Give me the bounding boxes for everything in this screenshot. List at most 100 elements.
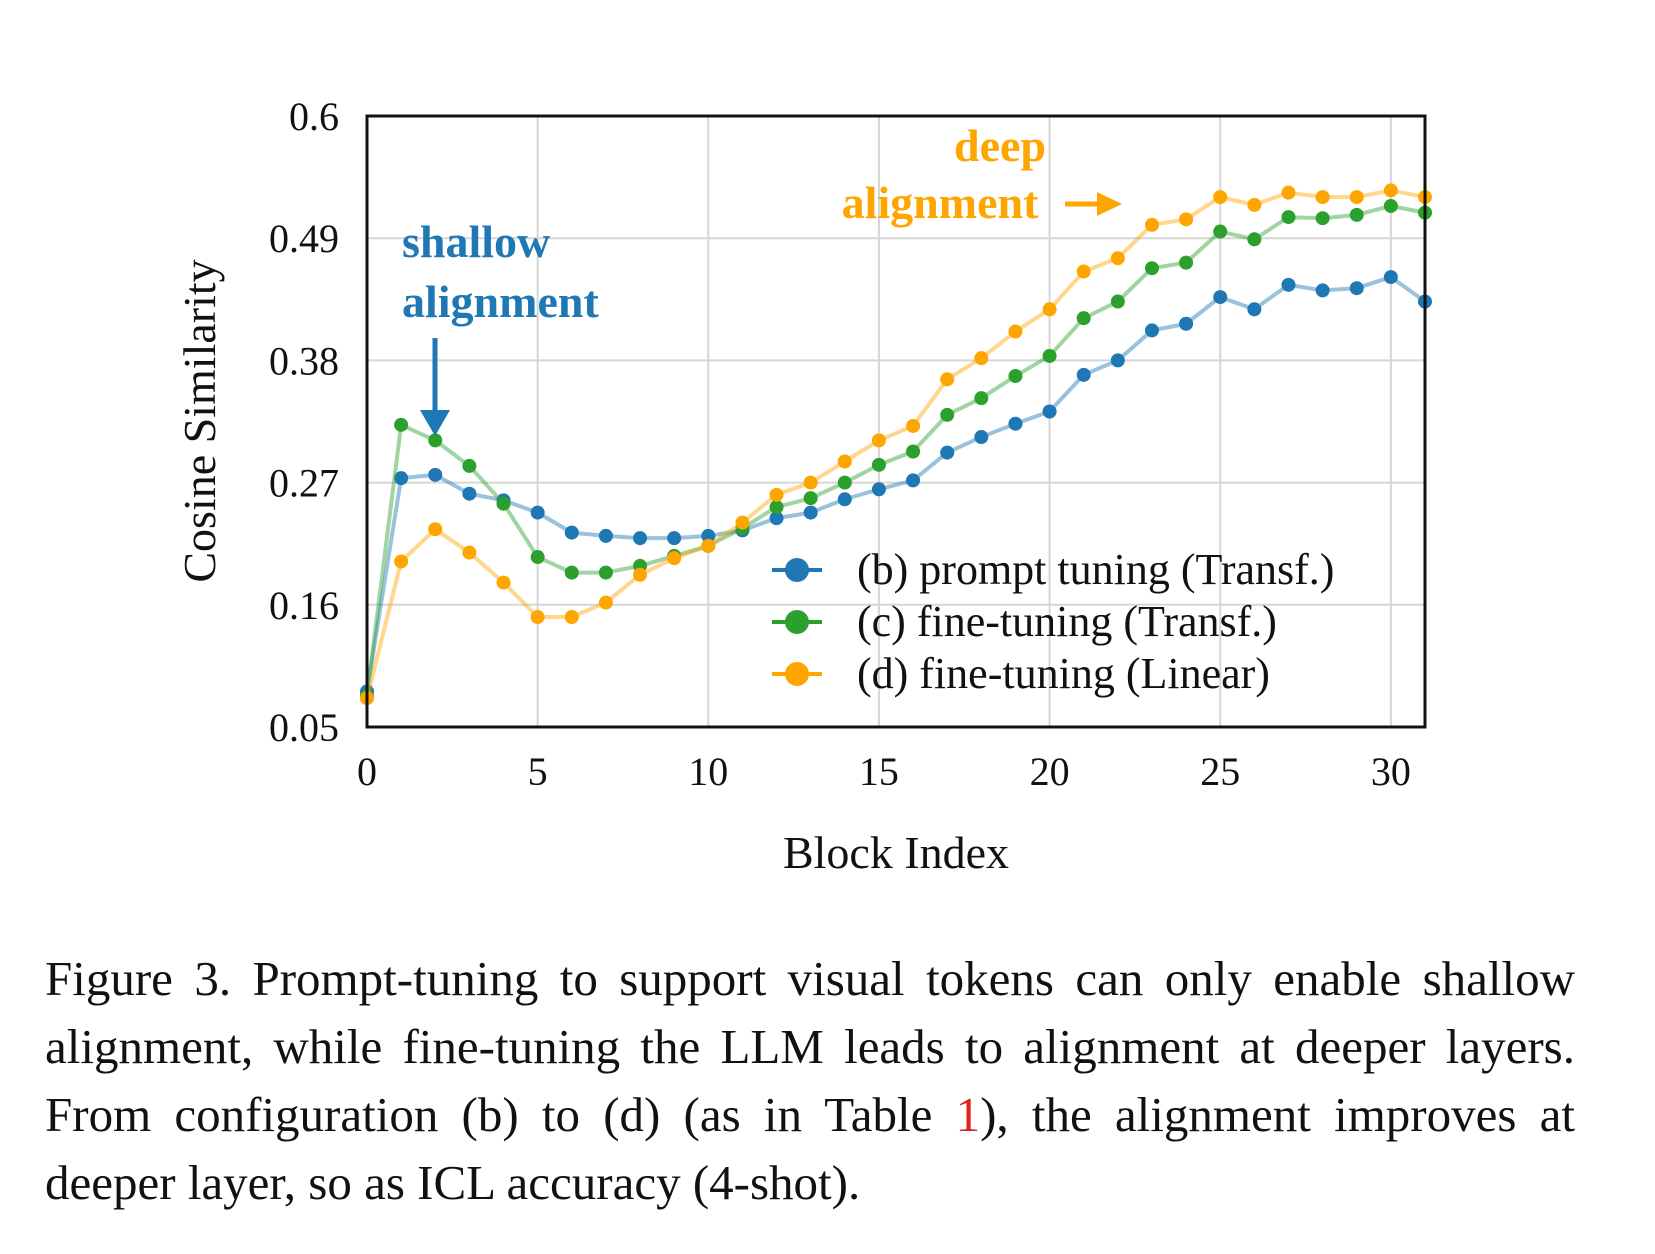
tick-labels: 0 5 10 15 20 25 30 0.05 0.16 0.27 0.38 0.49 0.6: [269, 94, 1411, 794]
data-point: [1179, 316, 1194, 331]
plot-frame: [365, 114, 1427, 729]
legend: (b) prompt tuning (Transf.)(c) fine-tuni…: [772, 545, 1334, 698]
data-point: [1076, 264, 1091, 279]
y-tick-label: 0.49: [269, 216, 339, 261]
legend-item: (b) prompt tuning (Transf.): [772, 545, 1334, 594]
data-point: [564, 525, 579, 540]
series-2: [360, 183, 1432, 706]
data-point: [1349, 207, 1364, 222]
shallow-alignment-annotation: shallow alignment: [402, 216, 599, 436]
data-point: [1247, 232, 1262, 247]
data-point: [1008, 324, 1023, 339]
data-point: [871, 433, 886, 448]
data-point: [598, 595, 613, 610]
data-point: [1247, 197, 1262, 212]
data-point: [1349, 281, 1364, 296]
data-point: [1213, 224, 1228, 239]
shallow-annotation-line-1: shallow: [402, 216, 550, 267]
data-point: [1281, 210, 1296, 225]
data-point: [1042, 348, 1057, 363]
data-point: [564, 610, 579, 625]
data-point: [1076, 311, 1091, 326]
data-point: [1247, 302, 1262, 317]
x-tick-label: 20: [1030, 749, 1070, 794]
data-point: [1110, 353, 1125, 368]
data-point: [462, 486, 477, 501]
figure-caption: Figure 3. Prompt-tuning to support visua…: [45, 945, 1575, 1217]
y-tick-label: 0.27: [269, 461, 339, 506]
data-point: [428, 433, 443, 448]
data-point: [1042, 404, 1057, 419]
caption-text-suffix: ), the alignment improves at deeper laye…: [45, 1087, 1576, 1210]
data-point: [871, 482, 886, 497]
data-point: [1144, 217, 1159, 232]
legend-label: (d) fine-tuning (Linear): [857, 649, 1270, 698]
deep-annotation-arrowhead: [1097, 192, 1122, 216]
data-point: [974, 430, 989, 445]
data-point: [462, 545, 477, 560]
data-point: [940, 372, 955, 387]
data-point: [1281, 185, 1296, 200]
data-point: [598, 565, 613, 580]
y-tick-label: 0.38: [269, 338, 339, 383]
data-point: [667, 531, 682, 546]
data-point: [598, 528, 613, 543]
data-point: [633, 567, 648, 582]
data-point: [394, 417, 409, 432]
x-axis-label: Block Index: [783, 827, 1009, 878]
x-tick-label: 10: [688, 749, 728, 794]
data-point: [1281, 277, 1296, 292]
data-point: [837, 475, 852, 490]
data-point: [837, 492, 852, 507]
data-point: [735, 515, 750, 530]
data-point: [1315, 211, 1330, 226]
legend-swatch-marker: [785, 610, 809, 634]
data-point: [701, 528, 716, 543]
data-point: [1144, 261, 1159, 276]
table-reference-link[interactable]: 1: [955, 1087, 981, 1142]
data-point: [803, 475, 818, 490]
data-point: [667, 551, 682, 566]
legend-swatch-marker: [785, 558, 809, 582]
y-tick-label: 0.6: [289, 94, 339, 139]
plot-series: [360, 183, 1432, 706]
y-tick-label: 0.16: [269, 583, 339, 628]
data-point: [769, 487, 784, 502]
data-point: [1213, 190, 1228, 205]
data-point: [428, 522, 443, 537]
y-tick-label: 0.05: [269, 705, 339, 750]
data-point: [1144, 323, 1159, 338]
data-point: [1383, 183, 1398, 198]
data-point: [906, 473, 921, 488]
data-point: [940, 407, 955, 422]
series-0: [360, 270, 1432, 699]
legend-label: (b) prompt tuning (Transf.): [857, 545, 1334, 594]
data-point: [871, 457, 886, 472]
data-point: [428, 467, 443, 482]
data-point: [1179, 212, 1194, 227]
x-tick-label: 30: [1371, 749, 1411, 794]
data-point: [394, 471, 409, 486]
x-tick-label: 5: [528, 749, 548, 794]
data-point: [1349, 190, 1364, 205]
data-point: [1213, 290, 1228, 305]
data-point: [1315, 283, 1330, 298]
deep-annotation-line-2: alignment: [842, 177, 1039, 228]
data-point: [564, 565, 579, 580]
legend-item: (d) fine-tuning (Linear): [772, 649, 1270, 698]
data-point: [530, 610, 545, 625]
x-tick-label: 25: [1200, 749, 1240, 794]
data-point: [1383, 270, 1398, 285]
figure-chart: 0 5 10 15 20 25 30 0.05 0.16 0.27 0.38 0.49 0.6 Bloc…: [174, 94, 1432, 878]
data-point: [940, 445, 955, 460]
data-point: [701, 538, 716, 553]
data-point: [530, 550, 545, 565]
data-point: [1110, 294, 1125, 309]
legend-label: (c) fine-tuning (Transf.): [857, 597, 1277, 646]
data-point: [1008, 416, 1023, 431]
data-point: [1110, 251, 1125, 266]
data-point: [974, 351, 989, 366]
data-point: [1042, 302, 1057, 317]
deep-annotation-line-1: deep: [954, 120, 1046, 171]
data-point: [1076, 367, 1091, 382]
